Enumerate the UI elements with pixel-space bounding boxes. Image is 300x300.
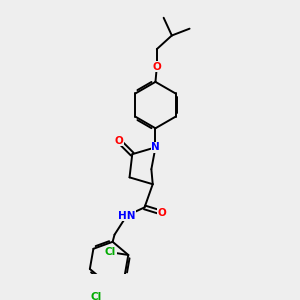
- Text: O: O: [158, 208, 167, 218]
- Text: N: N: [151, 142, 160, 152]
- Text: Cl: Cl: [90, 292, 102, 300]
- Text: Cl: Cl: [105, 247, 116, 257]
- Text: HN: HN: [118, 211, 136, 220]
- Text: O: O: [114, 136, 123, 146]
- Text: O: O: [152, 62, 161, 72]
